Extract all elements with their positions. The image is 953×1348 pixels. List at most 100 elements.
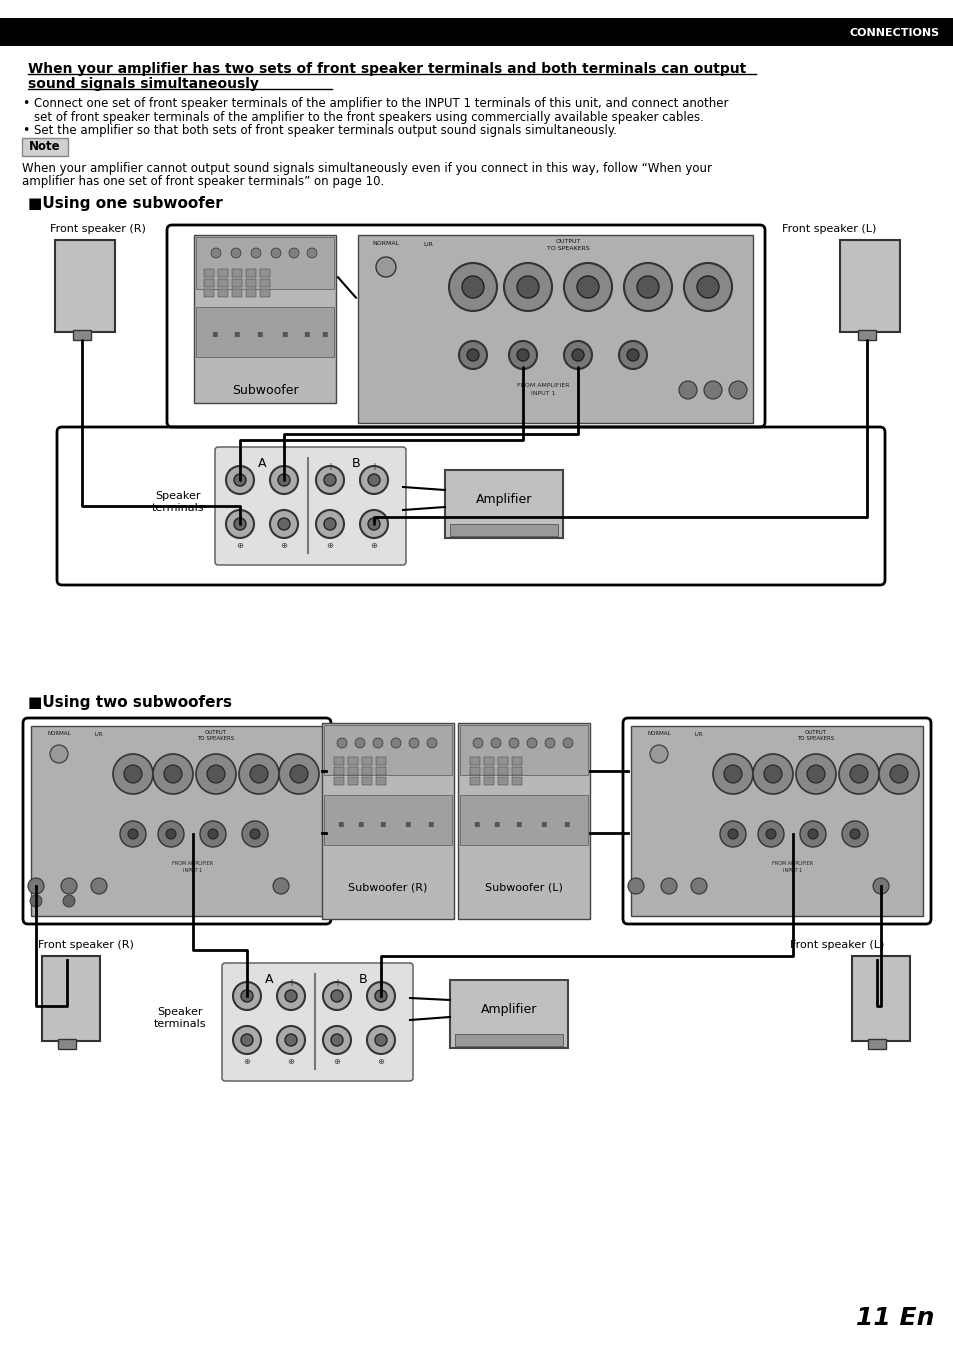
- Text: +: +: [326, 462, 334, 472]
- Bar: [483, 767, 494, 775]
- Text: ■Using two subwoofers: ■Using two subwoofers: [28, 696, 232, 710]
- Circle shape: [517, 276, 538, 298]
- Text: A: A: [265, 973, 273, 985]
- Bar: [322, 723, 454, 919]
- Bar: [193, 235, 335, 403]
- Text: Subwoofer (R): Subwoofer (R): [348, 883, 427, 892]
- Circle shape: [324, 518, 335, 530]
- Circle shape: [152, 754, 193, 794]
- Circle shape: [359, 510, 388, 538]
- Text: •: •: [22, 124, 30, 137]
- Circle shape: [765, 829, 775, 838]
- Circle shape: [458, 341, 486, 369]
- Circle shape: [618, 341, 646, 369]
- Circle shape: [323, 1026, 351, 1054]
- Text: Front speaker (R): Front speaker (R): [50, 224, 146, 235]
- Text: +: +: [235, 462, 244, 472]
- Bar: [324, 795, 452, 845]
- Bar: [512, 767, 521, 775]
- Text: sound signals simultaneously: sound signals simultaneously: [28, 77, 258, 92]
- Circle shape: [270, 466, 297, 493]
- Circle shape: [800, 821, 825, 847]
- Text: ⊕: ⊕: [243, 1057, 251, 1065]
- Circle shape: [120, 821, 146, 847]
- Circle shape: [375, 257, 395, 276]
- Circle shape: [544, 737, 555, 748]
- Circle shape: [251, 248, 261, 257]
- Bar: [218, 288, 228, 297]
- Circle shape: [683, 263, 731, 311]
- Circle shape: [273, 878, 289, 894]
- Text: TO SPEAKERS: TO SPEAKERS: [197, 736, 234, 741]
- Circle shape: [758, 821, 783, 847]
- Text: NORMAL: NORMAL: [48, 731, 71, 736]
- Bar: [630, 727, 923, 917]
- FancyBboxPatch shape: [222, 962, 413, 1081]
- Bar: [375, 767, 386, 775]
- Circle shape: [290, 766, 308, 783]
- Text: NORMAL: NORMAL: [646, 731, 670, 736]
- Circle shape: [572, 349, 583, 361]
- Circle shape: [166, 829, 175, 838]
- Bar: [246, 279, 255, 287]
- Circle shape: [239, 754, 278, 794]
- Bar: [204, 270, 213, 276]
- Circle shape: [509, 737, 518, 748]
- Circle shape: [509, 341, 537, 369]
- Circle shape: [367, 981, 395, 1010]
- Circle shape: [233, 981, 261, 1010]
- Circle shape: [63, 895, 75, 907]
- Circle shape: [563, 263, 612, 311]
- Circle shape: [849, 829, 859, 838]
- Circle shape: [270, 510, 297, 538]
- Bar: [857, 330, 875, 340]
- Circle shape: [649, 745, 667, 763]
- Text: TO SPEAKERS: TO SPEAKERS: [546, 245, 589, 251]
- Circle shape: [838, 754, 878, 794]
- Text: TO SPEAKERS: TO SPEAKERS: [797, 736, 834, 741]
- Bar: [455, 1034, 562, 1046]
- Text: FROM AMPLIFIER: FROM AMPLIFIER: [772, 861, 813, 865]
- Circle shape: [233, 1026, 261, 1054]
- Circle shape: [195, 754, 235, 794]
- Text: +: +: [333, 979, 340, 988]
- Circle shape: [878, 754, 918, 794]
- Text: Front speaker (L): Front speaker (L): [781, 224, 876, 235]
- Circle shape: [562, 737, 573, 748]
- Text: ⊕: ⊕: [377, 1057, 384, 1065]
- Text: ▪: ▪: [356, 818, 363, 828]
- Bar: [260, 270, 270, 276]
- Circle shape: [690, 878, 706, 894]
- Bar: [218, 279, 228, 287]
- Circle shape: [368, 474, 379, 487]
- Text: OUTPUT: OUTPUT: [205, 731, 227, 735]
- Bar: [22, 137, 68, 156]
- Text: OUTPUT: OUTPUT: [804, 731, 826, 735]
- Circle shape: [61, 878, 77, 894]
- Text: Front speaker (L): Front speaker (L): [789, 940, 883, 950]
- Circle shape: [467, 349, 478, 361]
- Circle shape: [231, 248, 241, 257]
- Bar: [361, 758, 372, 766]
- Bar: [470, 776, 479, 785]
- Text: ▪: ▪: [562, 818, 569, 828]
- Text: ▪: ▪: [320, 328, 327, 338]
- Bar: [457, 723, 589, 919]
- Text: FROM AMPLIFIER: FROM AMPLIFIER: [517, 383, 569, 388]
- Text: ▪: ▪: [255, 328, 262, 338]
- Circle shape: [577, 276, 598, 298]
- Bar: [232, 279, 242, 287]
- Text: •: •: [22, 97, 30, 111]
- Circle shape: [763, 766, 781, 783]
- Circle shape: [517, 349, 529, 361]
- Circle shape: [367, 1026, 395, 1054]
- Circle shape: [697, 276, 719, 298]
- Circle shape: [368, 518, 379, 530]
- Circle shape: [124, 766, 142, 783]
- Bar: [204, 279, 213, 287]
- Bar: [483, 758, 494, 766]
- Circle shape: [289, 248, 298, 257]
- Bar: [260, 279, 270, 287]
- Circle shape: [355, 737, 365, 748]
- Text: ▪: ▪: [280, 328, 287, 338]
